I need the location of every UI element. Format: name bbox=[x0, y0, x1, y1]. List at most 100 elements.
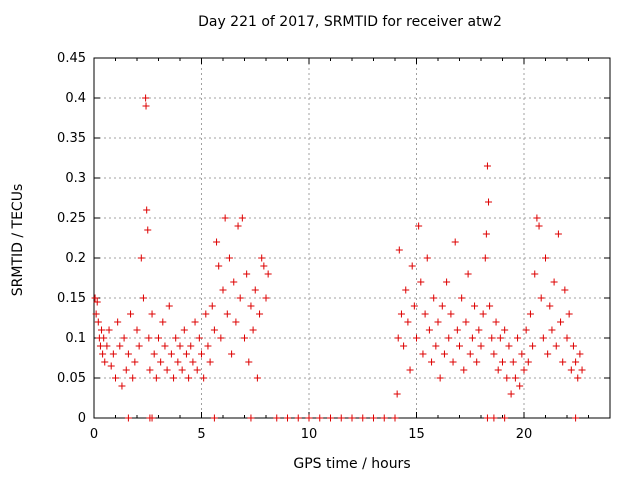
data-point bbox=[157, 358, 165, 366]
data-point bbox=[559, 358, 567, 366]
data-point bbox=[440, 350, 448, 358]
zero-point bbox=[501, 414, 509, 422]
zero-point bbox=[359, 414, 367, 422]
data-point bbox=[159, 318, 167, 326]
x-tick-label: 15 bbox=[408, 427, 425, 442]
data-point bbox=[176, 342, 184, 350]
data-point bbox=[552, 342, 560, 350]
data-point bbox=[408, 262, 416, 270]
data-point bbox=[208, 302, 216, 310]
data-point bbox=[477, 342, 485, 350]
data-point bbox=[234, 222, 242, 230]
x-tick-label: 5 bbox=[197, 427, 205, 442]
data-point bbox=[137, 254, 145, 262]
data-point bbox=[228, 350, 236, 358]
x-axis-label: GPS time / hours bbox=[293, 456, 411, 472]
data-point bbox=[236, 294, 244, 302]
data-point bbox=[400, 342, 408, 350]
data-point bbox=[494, 366, 502, 374]
data-point bbox=[514, 334, 522, 342]
data-point bbox=[488, 334, 496, 342]
data-point bbox=[215, 262, 223, 270]
data-point bbox=[526, 310, 534, 318]
data-point bbox=[127, 310, 135, 318]
data-point bbox=[449, 358, 457, 366]
data-point bbox=[490, 350, 498, 358]
data-point bbox=[533, 214, 541, 222]
data-point bbox=[225, 254, 233, 262]
data-point bbox=[485, 198, 493, 206]
data-point bbox=[187, 342, 195, 350]
data-point bbox=[565, 310, 573, 318]
data-point bbox=[516, 382, 524, 390]
data-point bbox=[180, 326, 188, 334]
data-point bbox=[142, 102, 150, 110]
data-point bbox=[256, 310, 264, 318]
plot-frame bbox=[93, 57, 611, 419]
data-point bbox=[550, 278, 558, 286]
data-point bbox=[563, 334, 571, 342]
y-tick-label: 0.45 bbox=[57, 51, 86, 66]
data-point bbox=[96, 342, 104, 350]
data-point bbox=[501, 326, 509, 334]
data-point bbox=[507, 390, 515, 398]
data-point bbox=[93, 298, 101, 306]
zero-point bbox=[380, 414, 388, 422]
zero-point bbox=[490, 414, 498, 422]
data-point bbox=[143, 206, 151, 214]
data-point bbox=[170, 374, 178, 382]
data-point bbox=[410, 302, 418, 310]
data-point bbox=[522, 326, 530, 334]
chart-title: Day 221 of 2017, SRMTID for receiver atw… bbox=[198, 14, 502, 30]
data-point bbox=[163, 366, 171, 374]
data-point bbox=[94, 318, 102, 326]
data-point bbox=[161, 342, 169, 350]
data-point bbox=[413, 334, 420, 342]
data-point bbox=[406, 366, 414, 374]
data-point bbox=[124, 350, 132, 358]
data-point bbox=[546, 302, 554, 310]
data-point bbox=[189, 358, 197, 366]
data-point bbox=[518, 350, 526, 358]
data-point bbox=[483, 162, 491, 170]
data-point bbox=[210, 326, 218, 334]
y-tick-label: 0.25 bbox=[57, 211, 86, 226]
data-point bbox=[511, 374, 519, 382]
data-point bbox=[195, 334, 203, 342]
data-point bbox=[415, 222, 423, 230]
data-point bbox=[172, 334, 180, 342]
data-point bbox=[99, 350, 107, 358]
zero-point bbox=[348, 414, 356, 422]
zero-point bbox=[210, 414, 218, 422]
data-point bbox=[198, 350, 205, 358]
data-point bbox=[262, 294, 270, 302]
zero-point bbox=[124, 414, 132, 422]
data-point bbox=[443, 278, 451, 286]
data-point bbox=[144, 226, 152, 234]
data-point bbox=[460, 366, 468, 374]
zero-point bbox=[337, 414, 345, 422]
data-point bbox=[419, 350, 427, 358]
data-point bbox=[395, 246, 403, 254]
data-point bbox=[155, 334, 162, 342]
data-point bbox=[509, 358, 517, 366]
data-point bbox=[393, 390, 401, 398]
data-point bbox=[572, 358, 580, 366]
data-point bbox=[576, 350, 584, 358]
data-point bbox=[404, 318, 412, 326]
data-point bbox=[91, 294, 99, 302]
data-point bbox=[139, 294, 147, 302]
data-point bbox=[505, 342, 513, 350]
data-point bbox=[120, 334, 128, 342]
data-point bbox=[499, 358, 506, 366]
x-tick-label: 10 bbox=[301, 427, 318, 442]
data-point bbox=[436, 374, 444, 382]
data-point bbox=[466, 350, 474, 358]
data-point bbox=[524, 358, 532, 366]
axis-ticks: 0 0.05 0.1 0.15 0.2 0.25 0.3 0.35 0.4 0.45 0 5 10 15 2… bbox=[57, 51, 610, 442]
data-point bbox=[122, 366, 130, 374]
data-point bbox=[92, 310, 100, 318]
data-point bbox=[464, 270, 472, 278]
data-point bbox=[112, 374, 119, 382]
data-point bbox=[421, 310, 429, 318]
